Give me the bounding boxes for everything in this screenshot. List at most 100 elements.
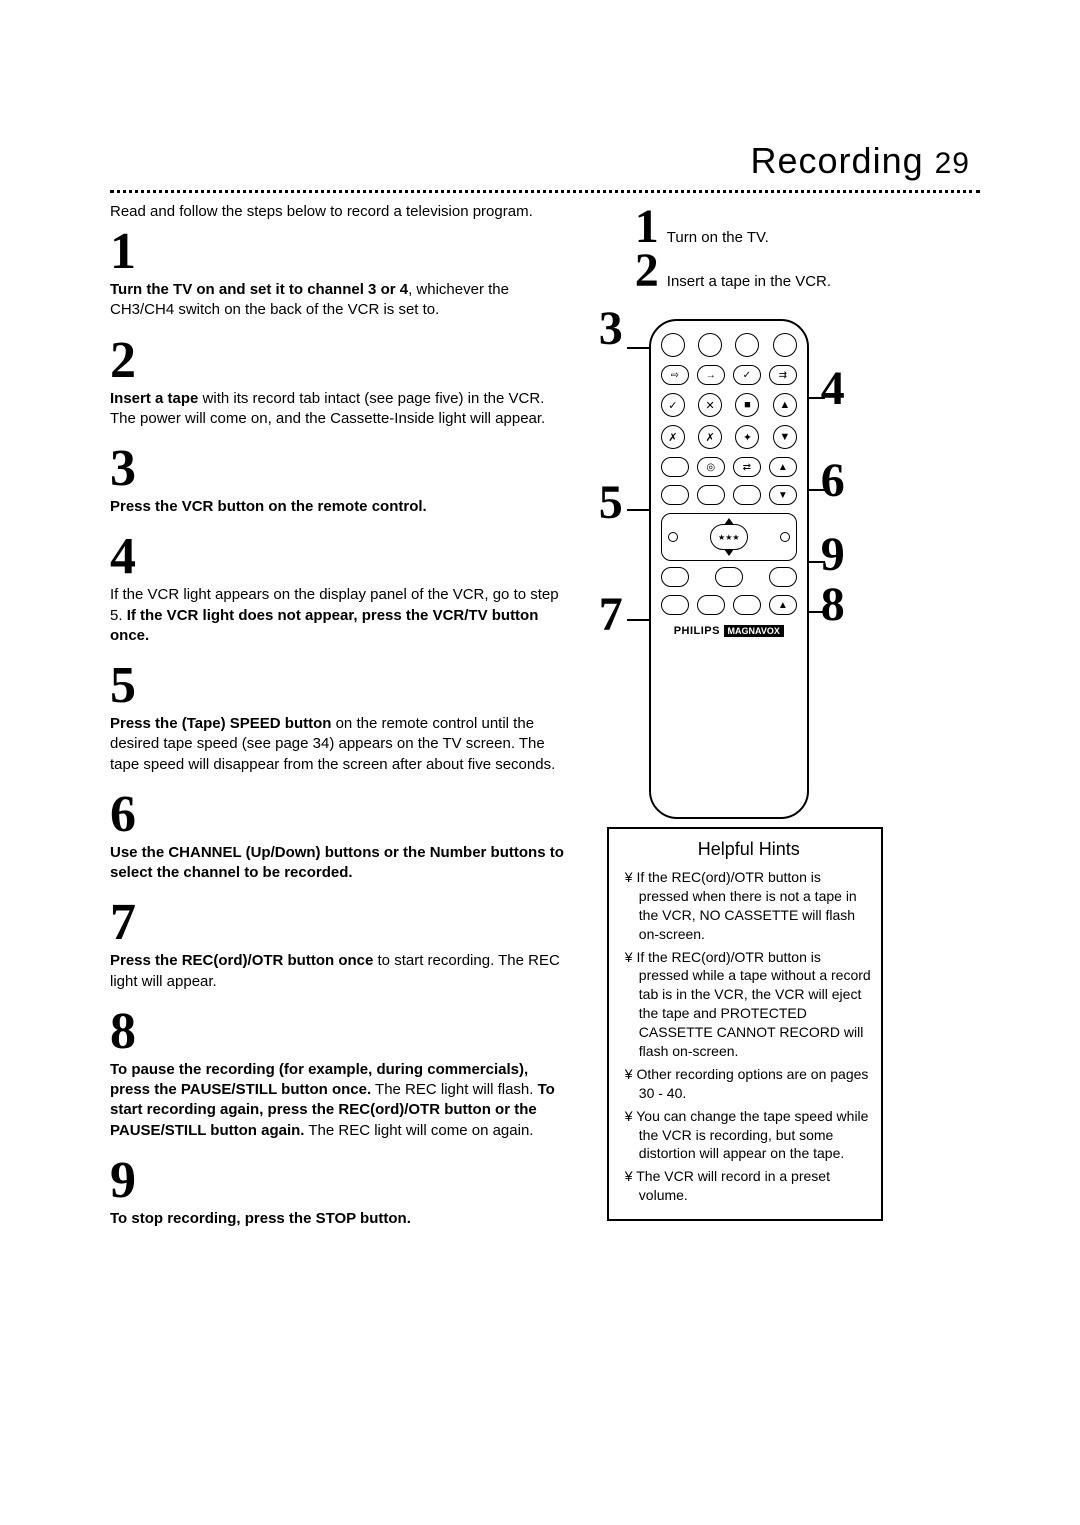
step: 6Use the CHANNEL (Up/Down) buttons or th… (110, 789, 567, 884)
brand-philips: PHILIPS (674, 625, 720, 637)
step-text: Turn the TV on and set it to channel 3 o… (110, 280, 567, 321)
remote-row-7 (661, 567, 797, 587)
remote-button (661, 333, 685, 357)
callout-number: 9 (821, 531, 845, 579)
step-text: Press the (Tape) SPEED button on the rem… (110, 714, 567, 775)
remote-button (661, 567, 689, 587)
step-number: 7 (110, 897, 567, 949)
remote-button: ◎ (697, 457, 725, 477)
callout-number: 5 (599, 479, 623, 527)
steps-column: Read and follow the steps below to recor… (110, 203, 567, 1243)
remote-row-3: ✓ ✕ ■ ▲ (661, 393, 797, 417)
remote-channel-toggle: ★★★ (661, 513, 797, 561)
remote-button (661, 485, 689, 505)
title-text: Recording (751, 140, 924, 181)
page-number: 29 (935, 147, 970, 180)
hints-list: If the REC(ord)/OTR button is pressed wh… (625, 868, 873, 1205)
remote-button (769, 567, 797, 587)
remote-button: ▼ (769, 485, 797, 505)
toggle-right-icon (780, 532, 790, 542)
remote-button: → (697, 365, 725, 385)
remote-button (697, 595, 725, 615)
dotted-separator (110, 190, 980, 193)
brand-magnavox: MAGNAVOX (724, 625, 784, 637)
remote-brand: PHILIPS MAGNAVOX (661, 625, 797, 637)
intro-text: Read and follow the steps below to recor… (110, 203, 567, 220)
step-text: Insert a tape with its record tab intact… (110, 389, 567, 430)
remote-button: ✗ (661, 425, 685, 449)
step-number: 9 (110, 1155, 567, 1207)
remote-body: ⇨ → ✓ ⇉ ✓ ✕ ■ ▲ ✗ ✗ ✦ ▼ ◎ ⇄ ▲ ▼ ★★★ ▲ PHILIPS MAGNA… (649, 319, 809, 819)
mini-step: 2 Insert a tape in the VCR. (635, 247, 831, 295)
step-text: If the VCR light appears on the display … (110, 585, 567, 646)
remote-button: ✓ (661, 393, 685, 417)
remote-row-2: ⇨ → ✓ ⇉ (661, 365, 797, 385)
remote-control-diagram: ⇨ → ✓ ⇉ ✓ ✕ ■ ▲ ✗ ✗ ✦ ▼ ◎ ⇄ ▲ ▼ ★★★ ▲ PHILIPS MAGNA… (649, 319, 815, 829)
remote-button (697, 485, 725, 505)
step-text: Press the VCR button on the remote contr… (110, 497, 567, 517)
step: 3Press the VCR button on the remote cont… (110, 443, 567, 517)
hint-item: If the REC(ord)/OTR button is pressed wh… (625, 948, 873, 1061)
remote-button: ✗ (698, 425, 722, 449)
step-number: 8 (110, 1006, 567, 1058)
remote-row-4: ✗ ✗ ✦ ▼ (661, 425, 797, 449)
remote-button (773, 333, 797, 357)
helpful-hints-box: Helpful Hints If the REC(ord)/OTR button… (607, 827, 883, 1221)
step-number: 5 (110, 660, 567, 712)
remote-button: ▲ (769, 457, 797, 477)
remote-button (661, 457, 689, 477)
callout-number: 7 (599, 591, 623, 639)
channel-down-icon (724, 549, 734, 556)
hint-item: Other recording options are on pages 30 … (625, 1065, 873, 1103)
hint-item: The VCR will record in a preset volume. (625, 1167, 873, 1205)
step: 4If the VCR light appears on the display… (110, 531, 567, 646)
toggle-center: ★★★ (710, 524, 748, 550)
remote-button: ▲ (773, 393, 797, 417)
step-text: Use the CHANNEL (Up/Down) buttons or the… (110, 843, 567, 884)
right-column: 1Turn on the TV.2Insert a tape in the VC… (583, 203, 980, 1243)
callout-number: 8 (821, 581, 845, 629)
callout-number: 6 (821, 457, 845, 505)
content-area: Read and follow the steps below to recor… (110, 203, 980, 1243)
step: 8To pause the recording (for example, du… (110, 1006, 567, 1141)
step: 7Press the REC(ord)/OTR button once to s… (110, 897, 567, 992)
remote-button: ✕ (698, 393, 722, 417)
remote-row-5: ◎ ⇄ ▲ (661, 457, 797, 477)
remote-row-6: ▼ (661, 485, 797, 505)
step-number: 6 (110, 789, 567, 841)
channel-up-icon (724, 518, 734, 525)
remote-button (698, 333, 722, 357)
remote-row-1 (661, 333, 797, 357)
step: 2Insert a tape with its record tab intac… (110, 335, 567, 430)
remote-button: ⇄ (733, 457, 761, 477)
remote-button: ⇨ (661, 365, 689, 385)
remote-button: ⇉ (769, 365, 797, 385)
remote-button (735, 333, 759, 357)
step-text: To pause the recording (for example, dur… (110, 1060, 567, 1141)
step-number: 3 (110, 443, 567, 495)
callout-number: 3 (599, 305, 623, 353)
step-text: To stop recording, press the STOP button… (110, 1209, 567, 1229)
step-number: 1 (110, 226, 567, 278)
step: 9To stop recording, press the STOP butto… (110, 1155, 567, 1229)
toggle-left-icon (668, 532, 678, 542)
remote-button: ■ (735, 393, 759, 417)
mini-step-text: Insert a tape in the VCR. (667, 273, 831, 290)
remote-button: ✓ (733, 365, 761, 385)
remote-button (733, 485, 761, 505)
hints-title: Helpful Hints (625, 839, 873, 860)
remote-button (715, 567, 743, 587)
remote-button: ▲ (769, 595, 797, 615)
mini-step-text: Turn on the TV. (667, 229, 769, 246)
mini-step-number: 2 (635, 247, 659, 295)
hint-item: If the REC(ord)/OTR button is pressed wh… (625, 868, 873, 944)
step: 5Press the (Tape) SPEED button on the re… (110, 660, 567, 775)
remote-button: ✦ (735, 425, 759, 449)
remote-button (661, 595, 689, 615)
step: 1Turn the TV on and set it to channel 3 … (110, 226, 567, 321)
step-number: 4 (110, 531, 567, 583)
step-text: Press the REC(ord)/OTR button once to st… (110, 951, 567, 992)
callout-number: 4 (821, 365, 845, 413)
remote-button: ▼ (773, 425, 797, 449)
step-number: 2 (110, 335, 567, 387)
